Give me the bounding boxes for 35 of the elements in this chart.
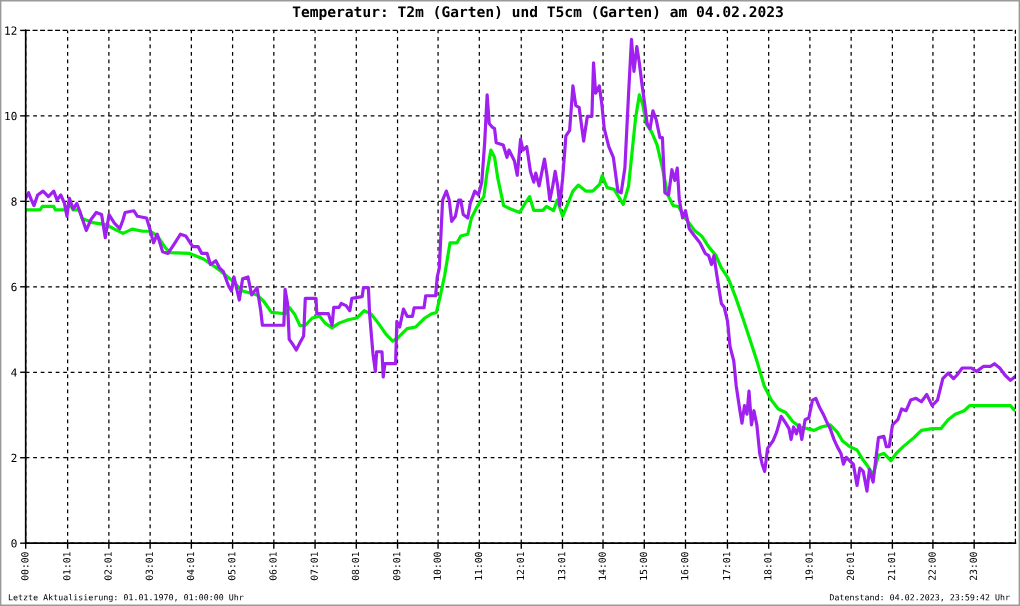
y-tick-label: 4 bbox=[11, 368, 17, 377]
x-tick-label: 04:01 bbox=[186, 552, 195, 581]
y-tick-label: 10 bbox=[5, 111, 17, 121]
x-tick-label: 16:00 bbox=[680, 552, 689, 580]
y-tick-label: 6 bbox=[11, 282, 17, 292]
x-tick-label: 11:00 bbox=[474, 552, 483, 580]
chart-title: Temperatur: T2m (Garten) und T5cm (Garten) am 04.02.2023 bbox=[292, 5, 783, 21]
x-tick-label: 10:00 bbox=[433, 552, 441, 580]
x-tick-label: 19:01 bbox=[805, 552, 813, 580]
x-tick-label: 05:01 bbox=[228, 552, 236, 581]
x-tick-label: 03:01 bbox=[145, 552, 153, 581]
x-tick-label: 09:01 bbox=[393, 552, 401, 581]
x-tick-label: 06:01 bbox=[269, 552, 277, 581]
x-tick-label: 22:00 bbox=[928, 552, 936, 581]
x-tick-label: 13:01 bbox=[557, 552, 566, 580]
x-tick-label: 01:01 bbox=[63, 552, 71, 581]
x-tick-label: 12:01 bbox=[516, 552, 525, 580]
y-tick-label: 0 bbox=[11, 539, 17, 548]
text: Datenstand: 04.02.2023, 23:59:42 Uhr bbox=[829, 593, 1010, 602]
x-tick-label: 23:00 bbox=[969, 552, 978, 581]
x-tick-label: 15:00 bbox=[639, 552, 648, 580]
y-tick-label: 8 bbox=[11, 197, 17, 206]
line-series bbox=[25, 37, 1016, 493]
x-tick-label: 00:00 bbox=[21, 552, 29, 581]
text: Letzte Aktualisierung: 01.01.1970, 01:00:00 Uhr bbox=[8, 593, 244, 603]
y-tick-label: 2 bbox=[11, 453, 17, 462]
x-tick-label: 07:01 bbox=[310, 552, 318, 581]
x-tick-label: 14:00 bbox=[598, 552, 606, 580]
x-tick-label: 20:01 bbox=[846, 552, 854, 581]
x-tick-label: 18:01 bbox=[764, 552, 772, 580]
x-tick-label: 08:01 bbox=[351, 552, 360, 581]
x-tick-label: 21:01 bbox=[887, 552, 896, 581]
y-tick-label: 12 bbox=[5, 26, 17, 35]
x-tick-label: 02:01 bbox=[104, 552, 112, 581]
x-tick-label: 17:01 bbox=[722, 552, 731, 580]
